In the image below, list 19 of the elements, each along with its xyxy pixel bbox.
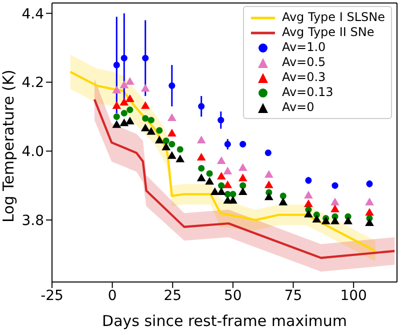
y-tick-label: 4.0	[22, 144, 44, 160]
x-tick-label: 25	[164, 288, 182, 304]
y-axis-title: Log Temperature (K)	[0, 70, 18, 222]
legend-label: Av=0.3	[282, 70, 326, 85]
y-tick-label: 3.8	[22, 212, 44, 229]
x-tick-label: -25	[40, 288, 64, 304]
x-axis-title: Days since rest-frame maximum	[102, 312, 347, 330]
y-tick-label: 4.4	[22, 6, 44, 22]
legend-label: Avg Type II SNe	[282, 25, 374, 40]
x-tick-label: 0	[108, 288, 117, 304]
legend-label: Av=0	[282, 100, 314, 115]
legend-label: Av=0.13	[282, 85, 334, 100]
legend-label: Avg Type I SLSNe	[282, 10, 385, 25]
x-tick-label: 75	[284, 288, 302, 304]
x-tick-label: 100	[340, 288, 367, 304]
x-tick-label: 50	[224, 288, 242, 304]
legend-label: Av=1.0	[282, 40, 326, 55]
y-tick-label: 4.2	[22, 75, 44, 92]
legend-label: Av=0.5	[282, 55, 326, 70]
